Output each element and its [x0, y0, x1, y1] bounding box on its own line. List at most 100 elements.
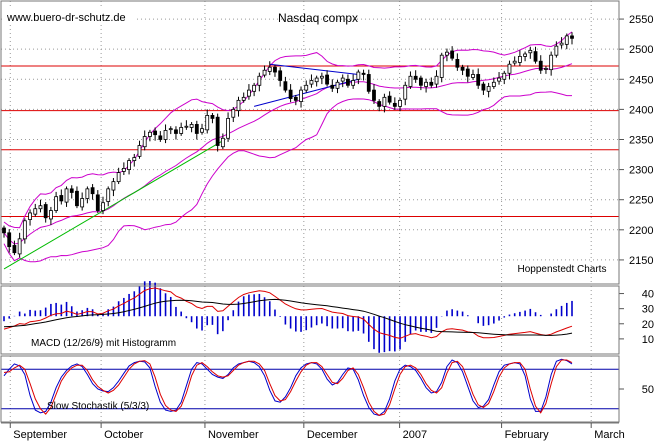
candle — [80, 192, 85, 211]
candle-body — [570, 35, 574, 39]
candle — [387, 91, 392, 105]
candle-body — [481, 83, 486, 91]
candle — [340, 74, 345, 88]
price-tick-label: 2550 — [629, 14, 653, 26]
x-axis-label: November — [208, 429, 259, 441]
candle-body — [252, 84, 257, 92]
stoch-panel-frame — [0, 355, 620, 423]
candle — [137, 140, 142, 159]
candle — [95, 190, 100, 213]
candle — [293, 94, 298, 106]
candle — [418, 75, 423, 91]
candle-body — [346, 78, 350, 86]
candle-body — [372, 89, 376, 101]
candle — [28, 209, 32, 226]
candle-body — [486, 86, 491, 92]
candle-body — [497, 77, 501, 82]
candle-body — [304, 84, 309, 91]
candle-body — [340, 77, 345, 82]
candle — [85, 186, 90, 204]
candle-body — [158, 135, 163, 140]
candle-body — [106, 188, 111, 202]
credit-text: Hoppenstedt Charts — [518, 264, 607, 275]
candle — [189, 122, 194, 133]
candle-body — [273, 66, 277, 73]
candle-body — [439, 54, 444, 78]
bollinger-lower — [3, 91, 572, 263]
trend-line-green — [3, 140, 224, 270]
candle-body — [413, 75, 418, 80]
macd-tick-label: 30 — [642, 304, 654, 316]
price-tick-label: 2200 — [629, 225, 653, 237]
candle — [121, 162, 126, 176]
x-axis: September October November December 2007 Febr… — [1, 422, 625, 441]
candle — [392, 97, 397, 110]
price-tick-label: 2350 — [629, 134, 653, 146]
stoch-panel: 50 Slow Stochastik (5/3/3) — [0, 355, 654, 423]
candle — [372, 84, 376, 104]
candle — [351, 74, 356, 89]
candle — [7, 229, 12, 253]
macd-panel: 10 20 30 40 MACD (12/26/9) mit Histogramm — [0, 280, 654, 355]
candle-body — [163, 130, 168, 140]
candle — [330, 79, 335, 92]
candle-body — [121, 167, 126, 172]
candle-body — [2, 227, 6, 234]
candle-body — [491, 81, 496, 87]
candle-body — [267, 66, 272, 72]
candle-body — [174, 129, 178, 134]
candle — [517, 50, 522, 67]
candle-body — [247, 89, 251, 97]
candle — [497, 72, 501, 85]
candle — [210, 112, 215, 124]
candle — [377, 99, 382, 112]
chart-title: Nasdaq compx — [278, 11, 358, 25]
candle — [288, 84, 293, 103]
candle-body — [168, 128, 173, 131]
candle — [38, 199, 43, 213]
candle — [512, 56, 517, 66]
candle-body — [80, 198, 85, 208]
candle-body — [262, 69, 267, 76]
candle-body — [90, 187, 95, 195]
candle-body — [236, 99, 241, 111]
candle-body — [325, 74, 329, 85]
candle — [304, 80, 309, 93]
candlesticks — [2, 32, 574, 258]
macd-axis-labels: 10 20 30 40 — [619, 289, 654, 346]
candle — [116, 167, 121, 185]
candle-body — [33, 208, 38, 215]
candle — [554, 41, 559, 58]
candle-body — [299, 89, 303, 102]
candle — [538, 55, 543, 74]
candle — [408, 71, 413, 89]
candle — [33, 203, 38, 217]
candle-body — [179, 127, 184, 134]
candle-body — [392, 102, 397, 107]
macd-lines — [3, 287, 573, 339]
candle-body — [132, 157, 137, 161]
candle — [434, 70, 439, 88]
candle-body — [538, 60, 543, 71]
candle — [90, 184, 95, 200]
candle — [445, 48, 449, 62]
candle — [424, 78, 428, 93]
candle — [236, 96, 241, 117]
candle — [502, 70, 507, 85]
candle-body — [153, 130, 158, 136]
candle — [570, 32, 574, 45]
bollinger-upper — [3, 31, 573, 229]
stoch-lines — [3, 358, 573, 416]
resistance-lines — [1, 65, 619, 218]
stoch-series-d — [3, 359, 573, 416]
candle — [544, 66, 548, 74]
candle-body — [38, 205, 43, 210]
candle — [22, 218, 27, 244]
candle — [273, 64, 277, 77]
candle-body — [465, 68, 470, 77]
x-axis-label: 2007 — [403, 429, 427, 441]
candle — [533, 46, 538, 64]
candle — [413, 70, 418, 83]
candle — [398, 97, 402, 112]
